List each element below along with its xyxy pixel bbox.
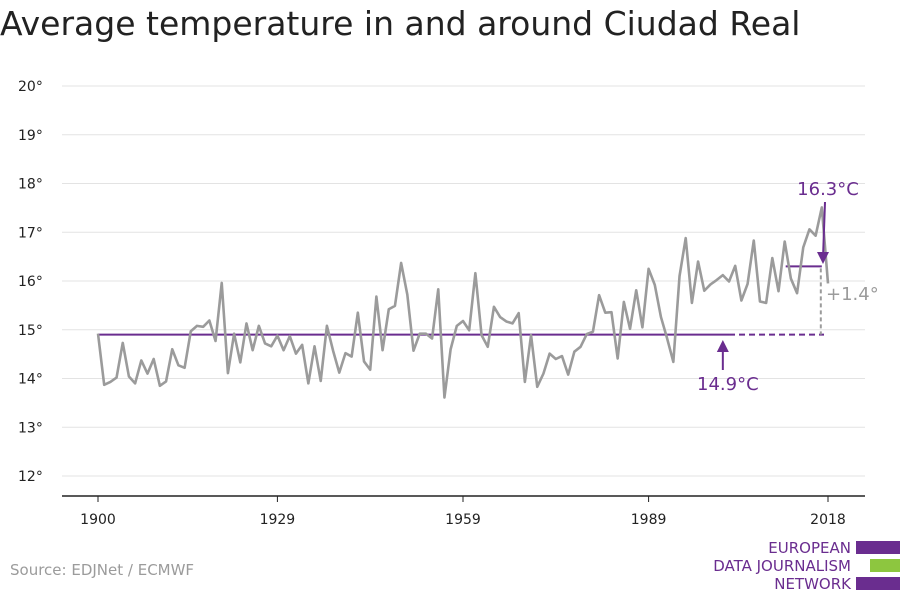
y-tick-label: 19°	[18, 128, 43, 144]
logo-line-2: DATA JOURNALISM	[713, 557, 851, 575]
chart-title: Average temperature in and around Ciudad…	[0, 4, 801, 43]
y-tick-label: 14°	[18, 372, 43, 388]
recent-arrow-shaft	[822, 201, 826, 259]
logo-line-1: EUROPEAN	[768, 539, 851, 557]
y-tick-label: 17°	[18, 225, 43, 241]
x-tick-label: 1929	[260, 512, 296, 528]
x-tick-label: 1900	[80, 512, 116, 528]
y-tick-label: 18°	[18, 177, 43, 193]
logo-line-3: NETWORK	[774, 575, 851, 593]
temperature-series-line	[96, 206, 830, 399]
y-tick-label: 20°	[18, 79, 43, 95]
y-tick-label: 13°	[18, 420, 43, 436]
y-tick-label: 12°	[18, 469, 43, 485]
y-tick-label: 16°	[18, 274, 43, 290]
edjnet-logo: EUROPEAN DATA JOURNALISM NETWORK	[700, 537, 900, 597]
baseline-arrow-head	[716, 340, 729, 352]
logo-bar-1	[856, 541, 900, 554]
delta-label: +1.4°	[826, 284, 879, 305]
x-tick-label: 1959	[445, 512, 481, 528]
source-note: Source: EDJNet / ECMWF	[10, 561, 195, 579]
logo-bar-2	[870, 559, 900, 572]
recent-average-label: 16.3°C	[797, 179, 859, 200]
x-tick-label: 1989	[631, 512, 667, 528]
recent-arrow-head	[817, 252, 829, 264]
x-tick-label: 2018	[810, 512, 846, 528]
logo-bar-3	[856, 577, 900, 590]
baseline-average-label: 14.9°C	[697, 374, 759, 395]
y-tick-label: 15°	[18, 323, 43, 339]
